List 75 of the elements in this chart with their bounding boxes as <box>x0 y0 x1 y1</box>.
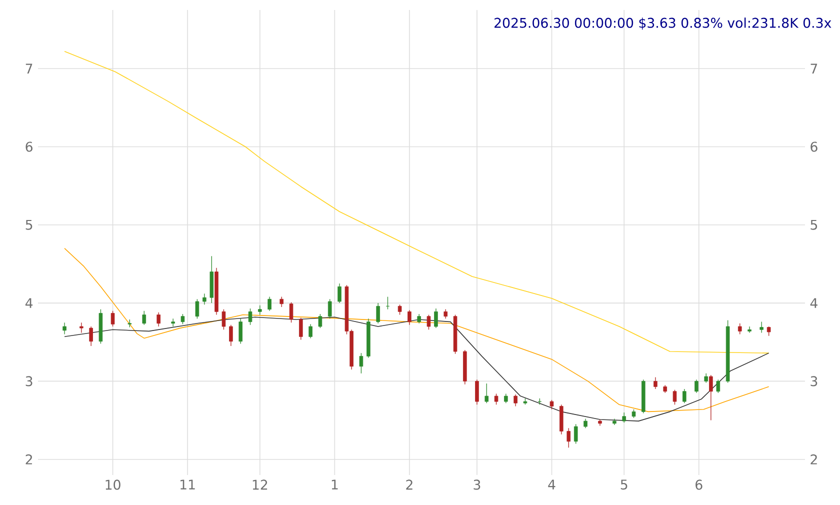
candlestick <box>417 314 421 324</box>
candlestick <box>156 312 160 327</box>
candlestick <box>89 326 93 346</box>
candlestick <box>748 326 752 334</box>
candlestick <box>299 318 303 340</box>
candlestick <box>426 314 431 330</box>
candlestick <box>238 318 242 344</box>
x-tick-label: 11 <box>180 480 195 490</box>
candlestick <box>308 324 312 339</box>
candlestick <box>574 424 578 444</box>
y-tick-label: 4 <box>25 298 33 308</box>
candlestick <box>475 379 479 405</box>
x-tick-label: 6 <box>696 480 702 490</box>
candlestick <box>444 308 448 320</box>
candlestick <box>434 308 438 328</box>
candlestick <box>142 310 146 326</box>
candlestick <box>268 296 272 312</box>
candlestick <box>622 412 626 423</box>
candlestick <box>766 326 771 336</box>
candlestick <box>180 314 185 324</box>
text: 2025.06.30 00:00:00 $3.63 0.83% vol:231.8K 0.3x <box>494 18 832 30</box>
y-tick-label: 2 <box>26 454 32 464</box>
candlestick <box>258 305 262 316</box>
candlestick <box>398 304 402 316</box>
y2-tick-label: 7 <box>810 64 818 74</box>
candlestick <box>280 296 284 308</box>
candlestick <box>222 308 226 330</box>
x-tick-label: 10 <box>106 480 120 490</box>
candlestick <box>566 428 571 448</box>
candlestick <box>408 310 412 326</box>
line-series <box>64 51 770 354</box>
candlestick <box>704 373 708 384</box>
candlestick <box>359 352 364 374</box>
candlestick <box>289 302 294 323</box>
candlestick <box>716 379 720 394</box>
y2-tick-label: 5 <box>810 220 818 230</box>
candlestick <box>248 308 252 326</box>
candlestick <box>110 310 115 327</box>
candlestick <box>682 388 686 404</box>
candlestick <box>229 324 233 346</box>
candlestick <box>328 298 332 320</box>
y2-tick-label: 4 <box>810 298 818 308</box>
candlestick <box>195 298 200 320</box>
candlestick <box>738 323 742 335</box>
candlestick <box>504 393 508 404</box>
candlestick <box>709 374 713 421</box>
y2-tick-label: 3 <box>810 376 818 386</box>
candlestick <box>584 418 588 428</box>
y-tick-label: 7 <box>26 64 32 74</box>
y-tick-label: 3 <box>26 376 32 386</box>
candlestick <box>760 321 764 334</box>
candlestick <box>338 283 342 304</box>
candlestick <box>202 293 206 305</box>
y2-tick-label: 2 <box>810 454 817 464</box>
candlestick <box>672 389 677 405</box>
candlestick <box>171 318 175 327</box>
x-tick-label: 4 <box>548 480 556 490</box>
x-tick-label: 2 <box>406 480 412 490</box>
candlestick <box>484 383 489 404</box>
candlestick <box>494 393 498 405</box>
candlestick <box>514 394 518 407</box>
x-tick-label: 12 <box>252 480 268 490</box>
candlestick <box>550 400 554 410</box>
candlestick <box>62 322 66 335</box>
candlestick <box>654 376 658 390</box>
y-tick-label: 6 <box>26 142 32 152</box>
candlestick <box>376 302 380 324</box>
x-tick-label: 5 <box>620 480 628 490</box>
candlestick <box>80 322 84 334</box>
y-tick-label: 5 <box>26 220 32 230</box>
candlestick <box>694 379 698 394</box>
x-tick-label: 1 <box>332 480 338 490</box>
y2-tick-label: 6 <box>810 142 818 152</box>
candlestick <box>318 314 322 328</box>
x-tick-label: 3 <box>474 480 480 490</box>
